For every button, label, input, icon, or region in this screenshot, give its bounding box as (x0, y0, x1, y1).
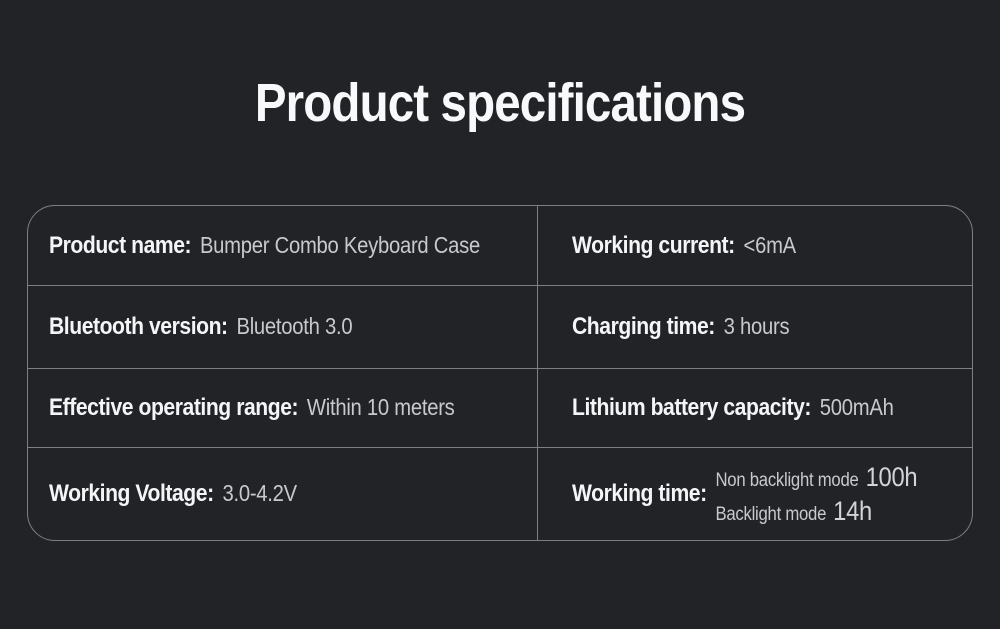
cell-bluetooth-version: Bluetooth version: Bluetooth 3.0 (28, 285, 537, 368)
spec-label: Charging time: (572, 313, 715, 341)
cell-operating-range: Effective operating range: Within 10 met… (28, 368, 537, 447)
cell-charging-time: Charging time: 3 hours (537, 285, 972, 369)
cell-content: Effective operating range: Within 10 met… (49, 394, 455, 422)
cell-content: Bluetooth version: Bluetooth 3.0 (49, 313, 353, 341)
mode-text: Non backlight mode (715, 469, 859, 491)
cell-battery-capacity: Lithium battery capacity: 500mAh (537, 368, 972, 448)
spec-label: Lithium battery capacity: (572, 394, 811, 422)
spec-label: Working current: (572, 231, 735, 259)
spec-value: 3 hours (723, 313, 790, 340)
cell-content: Working time: Non backlight mode 100h Ba… (572, 462, 918, 527)
cell-content: Charging time: 3 hours (572, 313, 790, 341)
cell-working-current: Working current: <6mA (537, 206, 972, 286)
cell-content: Working Voltage: 3.0-4.2V (49, 480, 297, 508)
cell-working-voltage: Working Voltage: 3.0-4.2V (28, 447, 537, 540)
spec-label: Working time: (572, 480, 707, 508)
cell-working-time: Working time: Non backlight mode 100h Ba… (537, 447, 972, 541)
cell-content: Product name: Bumper Combo Keyboard Case (49, 232, 480, 260)
spec-value: <6mA (743, 231, 797, 258)
spec-value: Bluetooth 3.0 (236, 313, 353, 340)
spec-label: Bluetooth version: (49, 313, 228, 341)
spec-label: Effective operating range: (49, 394, 299, 422)
page-title: Product specifications (254, 73, 746, 133)
cell-content: Working current: <6mA (572, 232, 796, 260)
mode-hours: 14h (833, 495, 873, 526)
mode-text: Backlight mode (715, 503, 827, 525)
spec-table: Product name: Bumper Combo Keyboard Case… (27, 205, 973, 542)
spec-label: Working Voltage: (49, 480, 214, 508)
working-time-line-non-backlight: Non backlight mode 100h (715, 462, 917, 493)
spec-label: Product name: (49, 231, 192, 259)
spec-value: Bumper Combo Keyboard Case (199, 231, 480, 258)
cell-product-name: Product name: Bumper Combo Keyboard Case (28, 206, 537, 285)
working-time-line-backlight: Backlight mode 14h (715, 496, 917, 527)
spec-value: Within 10 meters (306, 394, 455, 421)
working-time-values: Non backlight mode 100h Backlight mode 1… (715, 462, 917, 527)
cell-content: Lithium battery capacity: 500mAh (572, 394, 894, 422)
spec-value: 500mAh (819, 394, 894, 421)
spec-value: 3.0-4.2V (222, 480, 297, 507)
mode-hours: 100h (865, 461, 918, 492)
